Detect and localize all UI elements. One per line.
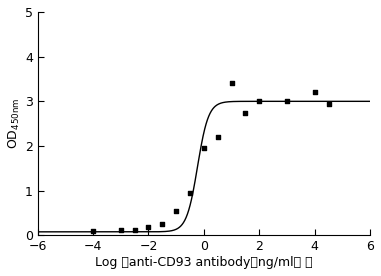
- Point: [325, 101, 331, 106]
- X-axis label: Log （anti-CD93 antibody（ng/ml） ）: Log （anti-CD93 antibody（ng/ml） ）: [95, 256, 313, 269]
- Point: [131, 227, 138, 232]
- Point: [201, 146, 207, 150]
- Point: [187, 191, 193, 195]
- Point: [229, 81, 235, 86]
- Point: [118, 228, 124, 232]
- Point: [284, 99, 290, 104]
- Point: [173, 209, 179, 213]
- Point: [312, 90, 318, 95]
- Point: [146, 225, 152, 230]
- Point: [90, 229, 96, 233]
- Point: [242, 110, 248, 115]
- Point: [159, 222, 165, 226]
- Y-axis label: $\mathrm{OD_{450nm}}$: $\mathrm{OD_{450nm}}$: [7, 98, 22, 149]
- Point: [215, 135, 221, 139]
- Point: [256, 99, 263, 104]
